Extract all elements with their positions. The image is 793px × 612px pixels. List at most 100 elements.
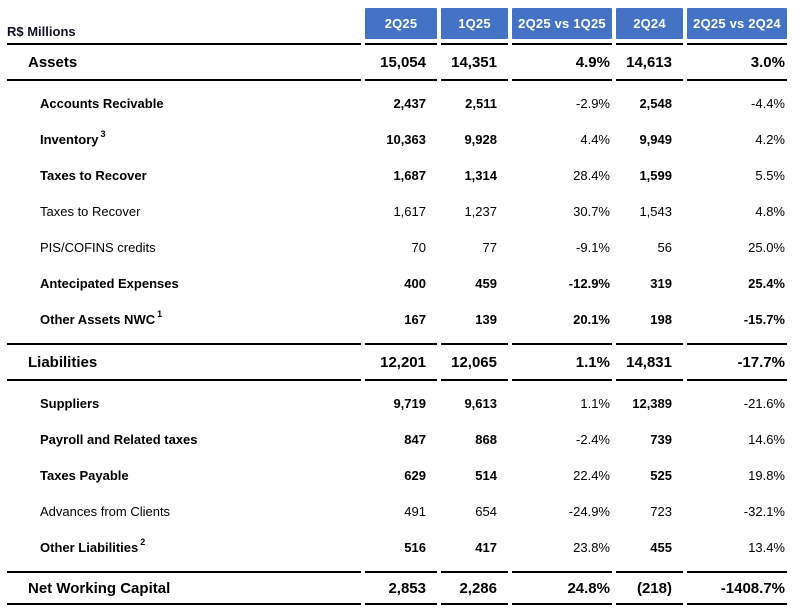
cell-2q25-vs-1q25: -2.9% (576, 95, 610, 111)
row-label: Liabilities (28, 353, 98, 371)
cell-2q25-vs-2q24: 3.0% (687, 45, 787, 81)
row-taxes-to-recover: Taxes to Recover 1,687 1,314 28.4% 1,599 5.5… (7, 157, 793, 193)
cell-1q25: 2,511 (465, 95, 497, 111)
row-label-superscript: 2 (140, 537, 146, 547)
cell-2q25-vs-1q25: 24.8% (512, 571, 612, 605)
row-other-liabilities: Other Liabilities 2 516 417 23.8% 455 13.4% (7, 529, 793, 565)
cell-2q24: 319 (650, 275, 672, 291)
cell-2q24: 1,543 (639, 203, 672, 219)
cell-2q25-vs-1q25: 20.1% (573, 311, 610, 327)
row-label: Other Assets NWC (40, 311, 156, 327)
table-body: Assets 15,054 14,351 4.9% 14,613 3.0% Accoun… (7, 45, 793, 605)
column-header-cell-1q25: 1Q25 (441, 8, 508, 45)
cell-2q25: 847 (404, 431, 426, 447)
items-group: Accounts Recivable 2,437 2,511 -2.9% 2,548 -… (7, 81, 793, 343)
cell-2q24: 56 (657, 239, 672, 255)
row-accounts-recivable: Accounts Recivable 2,437 2,511 -2.9% 2,548 -… (7, 85, 793, 121)
cell-2q25: 9,719 (393, 395, 426, 411)
cell-2q25: 1,687 (393, 167, 426, 183)
row-label: Payroll and Related taxes (40, 431, 198, 447)
cell-2q25-vs-2q24: 13.4% (748, 539, 785, 555)
row-label: Suppliers (40, 395, 100, 411)
cell-2q24: 525 (650, 467, 672, 483)
row-label: PIS/COFINS credits (40, 239, 156, 255)
cell-2q25: 2,437 (393, 95, 426, 111)
row-label: Accounts Recivable (40, 95, 164, 111)
cell-1q25: 1,314 (464, 167, 497, 183)
cell-1q25: 1,237 (464, 203, 497, 219)
cell-2q25-vs-2q24: -1408.7% (687, 571, 787, 605)
row-label: Antecipated Expenses (40, 275, 179, 291)
row-net-working-capital: Net Working Capital 2,853 2,286 24.8% (218)… (7, 571, 793, 605)
row-other-assets-nwc: Other Assets NWC 1 167 139 20.1% 198 -15.7% (7, 301, 793, 337)
cell-2q25-vs-2q24: 4.8% (755, 203, 785, 219)
row-antecipated-expenses: Antecipated Expenses 400 459 -12.9% 319 25.4… (7, 265, 793, 301)
column-header-cell-2q24: 2Q24 (616, 8, 683, 45)
cell-2q25-vs-2q24: 4.2% (755, 131, 785, 147)
cell-2q24: (218) (616, 571, 683, 605)
cell-2q25-vs-2q24: 25.4% (748, 275, 785, 291)
cell-2q25-vs-1q25: 28.4% (573, 167, 610, 183)
cell-2q24: 2,548 (639, 95, 672, 111)
cell-2q25-vs-1q25: -9.1% (576, 239, 610, 255)
cell-2q24: 723 (650, 503, 672, 519)
cell-2q25-vs-2q24: -32.1% (743, 503, 785, 519)
cell-2q24: 14,831 (616, 343, 683, 381)
row-payroll-and-related-taxes: Payroll and Related taxes 847 868 -2.4% 739… (7, 421, 793, 457)
row-label: Advances from Clients (40, 503, 171, 519)
cell-2q25-vs-1q25: 23.8% (573, 539, 610, 555)
cell-2q25-vs-1q25: 1.1% (512, 343, 612, 381)
cell-2q25-vs-1q25: -2.4% (576, 431, 610, 447)
cell-2q25-vs-1q25: -24.9% (568, 503, 610, 519)
cell-1q25: 139 (475, 311, 497, 327)
cell-2q25-vs-2q24: -21.6% (743, 395, 785, 411)
cell-2q24: 198 (650, 311, 672, 327)
row-label: Other Liabilities (40, 539, 139, 555)
row-label: Assets (28, 53, 78, 71)
row-liabilities: Liabilities 12,201 12,065 1.1% 14,831 -17.7% (7, 343, 793, 381)
cell-2q24: 739 (650, 431, 672, 447)
cell-2q25: 15,054 (365, 45, 437, 81)
table-header-row: R$ Millions 2Q25 1Q25 2Q25 vs 1Q25 2Q24 … (7, 8, 793, 45)
cell-2q25: 516 (404, 539, 426, 555)
column-header-cell-2q25-vs-1q25: 2Q25 vs 1Q25 (512, 8, 612, 45)
cell-2q25: 10,363 (386, 131, 426, 147)
cell-2q25: 1,617 (393, 203, 426, 219)
cell-2q25: 629 (404, 467, 426, 483)
cell-1q25: 654 (475, 503, 497, 519)
cell-2q24: 9,949 (639, 131, 672, 147)
cell-2q25-vs-1q25: -12.9% (568, 275, 610, 291)
cell-2q25: 400 (404, 275, 426, 291)
cell-2q24: 14,613 (616, 45, 683, 81)
cell-1q25: 9,613 (464, 395, 497, 411)
cell-2q24: 12,389 (632, 395, 672, 411)
cell-1q25: 417 (475, 539, 497, 555)
cell-1q25: 77 (482, 239, 497, 255)
unit-label: R$ Millions (7, 24, 76, 39)
cell-2q25-vs-1q25: 4.9% (512, 45, 612, 81)
row-label: Taxes Payable (40, 467, 129, 483)
column-header-2q25: 2Q25 (365, 8, 437, 39)
cell-1q25: 868 (475, 431, 497, 447)
cell-1q25: 459 (475, 275, 497, 291)
cell-2q25: 2,853 (365, 571, 437, 605)
row-label: Net Working Capital (28, 579, 171, 597)
cell-1q25: 14,351 (441, 45, 508, 81)
cell-2q25-vs-1q25: 22.4% (573, 467, 610, 483)
row-assets: Assets 15,054 14,351 4.9% 14,613 3.0% (7, 45, 793, 81)
cell-2q25: 70 (411, 239, 426, 255)
row-label-superscript: 1 (157, 309, 163, 319)
cell-2q25-vs-1q25: 1.1% (580, 395, 610, 411)
cell-2q25-vs-1q25: 30.7% (573, 203, 610, 219)
cell-2q25-vs-2q24: 5.5% (755, 167, 785, 183)
row-inventory: Inventory 3 10,363 9,928 4.4% 9,949 4.2% (7, 121, 793, 157)
cell-2q24: 455 (650, 539, 672, 555)
cell-2q25: 167 (404, 311, 426, 327)
row-label: Inventory (40, 131, 99, 147)
row-suppliers: Suppliers 9,719 9,613 1.1% 12,389 -21.6% (7, 385, 793, 421)
row-advances-from-clients: Advances from Clients 491 654 -24.9% 723 -32… (7, 493, 793, 529)
cell-2q24: 1,599 (639, 167, 672, 183)
cell-2q25-vs-2q24: -17.7% (687, 343, 787, 381)
cell-1q25: 9,928 (464, 131, 497, 147)
